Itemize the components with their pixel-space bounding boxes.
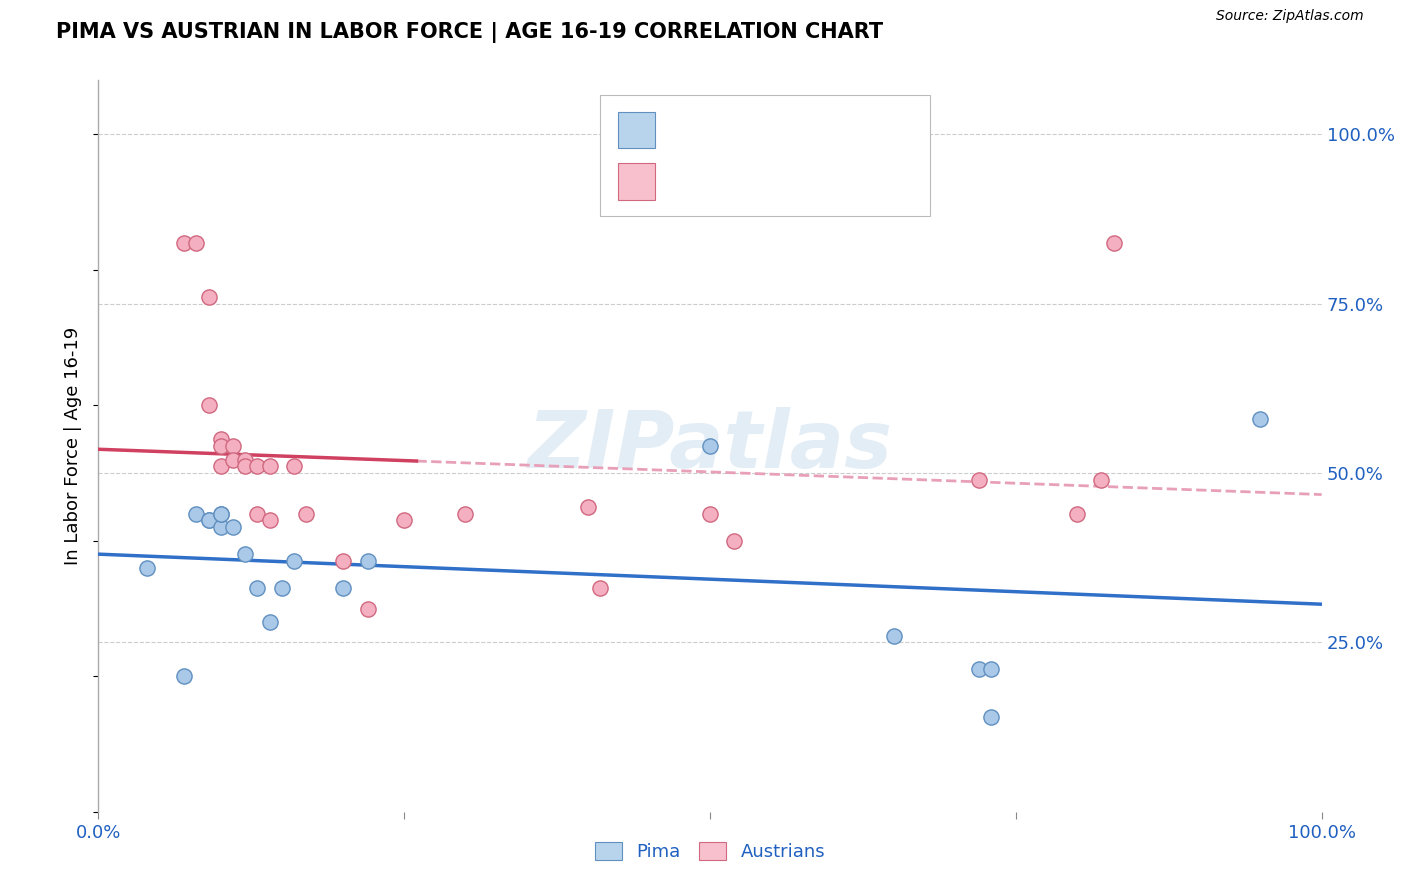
Point	[332, 581, 354, 595]
Text: N =: N =	[787, 172, 827, 190]
Point	[259, 514, 281, 528]
Point	[222, 439, 245, 453]
Text: R =: R =	[665, 121, 704, 139]
Text: 0.060: 0.060	[707, 172, 765, 190]
Point	[295, 507, 318, 521]
Point	[270, 581, 294, 595]
Point	[222, 520, 245, 534]
Point	[197, 398, 219, 412]
Point	[332, 554, 354, 568]
Text: 31: 31	[832, 172, 858, 190]
Point	[136, 561, 159, 575]
Point	[283, 554, 305, 568]
Point	[392, 514, 416, 528]
Point	[209, 439, 232, 453]
Point	[356, 601, 378, 615]
Text: 22: 22	[832, 121, 858, 139]
Point	[980, 663, 1002, 677]
Point	[222, 452, 245, 467]
Legend: Pima, Austrians: Pima, Austrians	[588, 835, 832, 869]
Point	[1066, 507, 1088, 521]
Point	[173, 235, 195, 250]
Point	[259, 459, 281, 474]
Text: ZIPatlas: ZIPatlas	[527, 407, 893, 485]
Point	[967, 663, 990, 677]
Text: Source: ZipAtlas.com: Source: ZipAtlas.com	[1216, 9, 1364, 23]
Point	[1102, 235, 1125, 250]
Point	[197, 514, 219, 528]
Point	[454, 507, 477, 521]
Point	[576, 500, 599, 514]
FancyBboxPatch shape	[619, 112, 655, 148]
Text: -0.131: -0.131	[707, 121, 765, 139]
Point	[589, 581, 612, 595]
Point	[233, 459, 256, 474]
Point	[186, 235, 208, 250]
FancyBboxPatch shape	[600, 95, 931, 216]
Text: N =: N =	[787, 121, 827, 139]
Point	[723, 533, 745, 548]
Point	[699, 507, 721, 521]
Point	[967, 473, 990, 487]
Point	[209, 520, 232, 534]
Point	[173, 669, 195, 683]
Point	[699, 439, 721, 453]
Point	[246, 581, 269, 595]
Point	[246, 459, 269, 474]
Point	[209, 507, 232, 521]
Point	[233, 452, 256, 467]
Point	[1090, 473, 1112, 487]
Point	[233, 547, 256, 561]
Point	[197, 290, 219, 304]
Point	[186, 507, 208, 521]
Text: PIMA VS AUSTRIAN IN LABOR FORCE | AGE 16-19 CORRELATION CHART: PIMA VS AUSTRIAN IN LABOR FORCE | AGE 16…	[56, 22, 883, 44]
Point	[197, 514, 219, 528]
Y-axis label: In Labor Force | Age 16-19: In Labor Force | Age 16-19	[65, 326, 83, 566]
Point	[209, 507, 232, 521]
Point	[259, 615, 281, 629]
Point	[246, 507, 269, 521]
Point	[209, 432, 232, 446]
Point	[883, 629, 905, 643]
Point	[356, 554, 378, 568]
Point	[980, 710, 1002, 724]
Point	[283, 459, 305, 474]
Point	[209, 459, 232, 474]
FancyBboxPatch shape	[619, 163, 655, 200]
Point	[1249, 412, 1271, 426]
Text: R =: R =	[665, 172, 704, 190]
